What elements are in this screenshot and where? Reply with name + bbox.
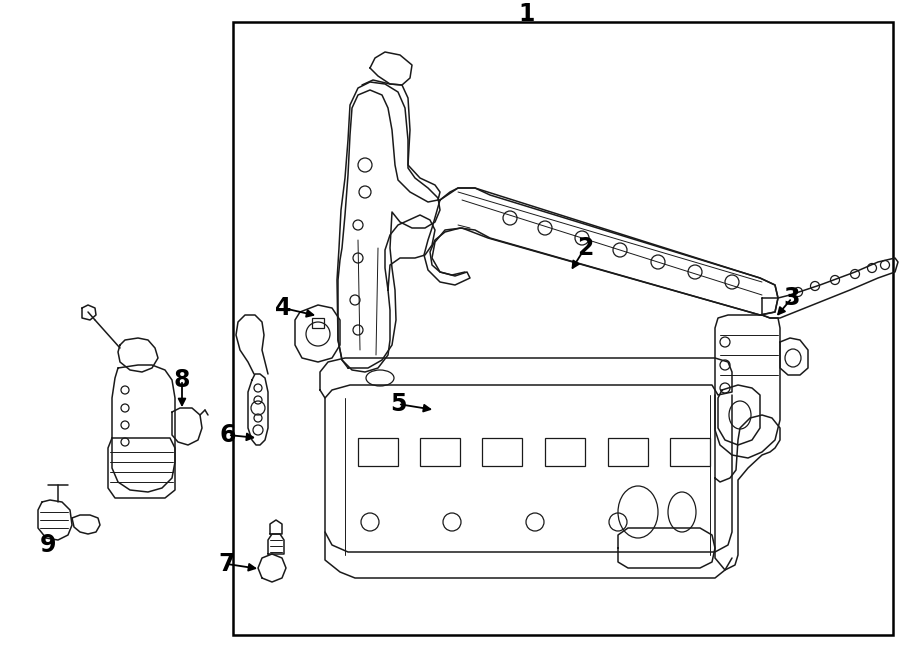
Text: 4: 4 — [274, 296, 292, 320]
Bar — [482, 438, 522, 466]
Bar — [670, 438, 710, 466]
Bar — [608, 438, 648, 466]
Text: 1: 1 — [518, 2, 536, 26]
Bar — [312, 318, 324, 328]
Text: 3: 3 — [784, 286, 800, 310]
Text: 9: 9 — [40, 533, 56, 557]
Text: 5: 5 — [390, 392, 406, 416]
Bar — [420, 438, 460, 466]
Text: 8: 8 — [174, 368, 190, 392]
Bar — [233, 22, 893, 635]
Bar — [358, 438, 398, 466]
Text: 6: 6 — [220, 423, 236, 447]
Text: 7: 7 — [219, 552, 235, 576]
Bar — [545, 438, 585, 466]
Text: 2: 2 — [577, 236, 593, 260]
